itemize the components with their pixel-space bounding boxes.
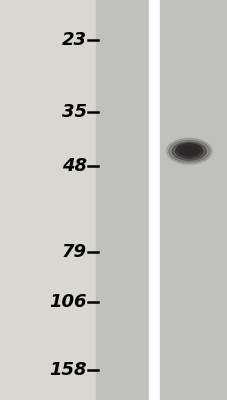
Text: 35: 35 [61, 103, 86, 121]
Text: 23: 23 [61, 31, 86, 49]
Text: 48: 48 [61, 157, 86, 175]
Bar [159, 0, 227, 400]
Text: 158: 158 [49, 362, 86, 380]
Text: 79: 79 [61, 242, 86, 260]
Ellipse shape [175, 144, 202, 158]
Ellipse shape [182, 148, 195, 155]
Bar [95, 0, 149, 400]
Text: 106: 106 [49, 293, 86, 311]
Ellipse shape [178, 146, 199, 156]
Ellipse shape [180, 146, 197, 154]
Ellipse shape [166, 138, 211, 164]
Ellipse shape [168, 140, 209, 162]
Bar [149, 0, 159, 400]
Ellipse shape [176, 143, 201, 155]
Ellipse shape [171, 142, 205, 160]
